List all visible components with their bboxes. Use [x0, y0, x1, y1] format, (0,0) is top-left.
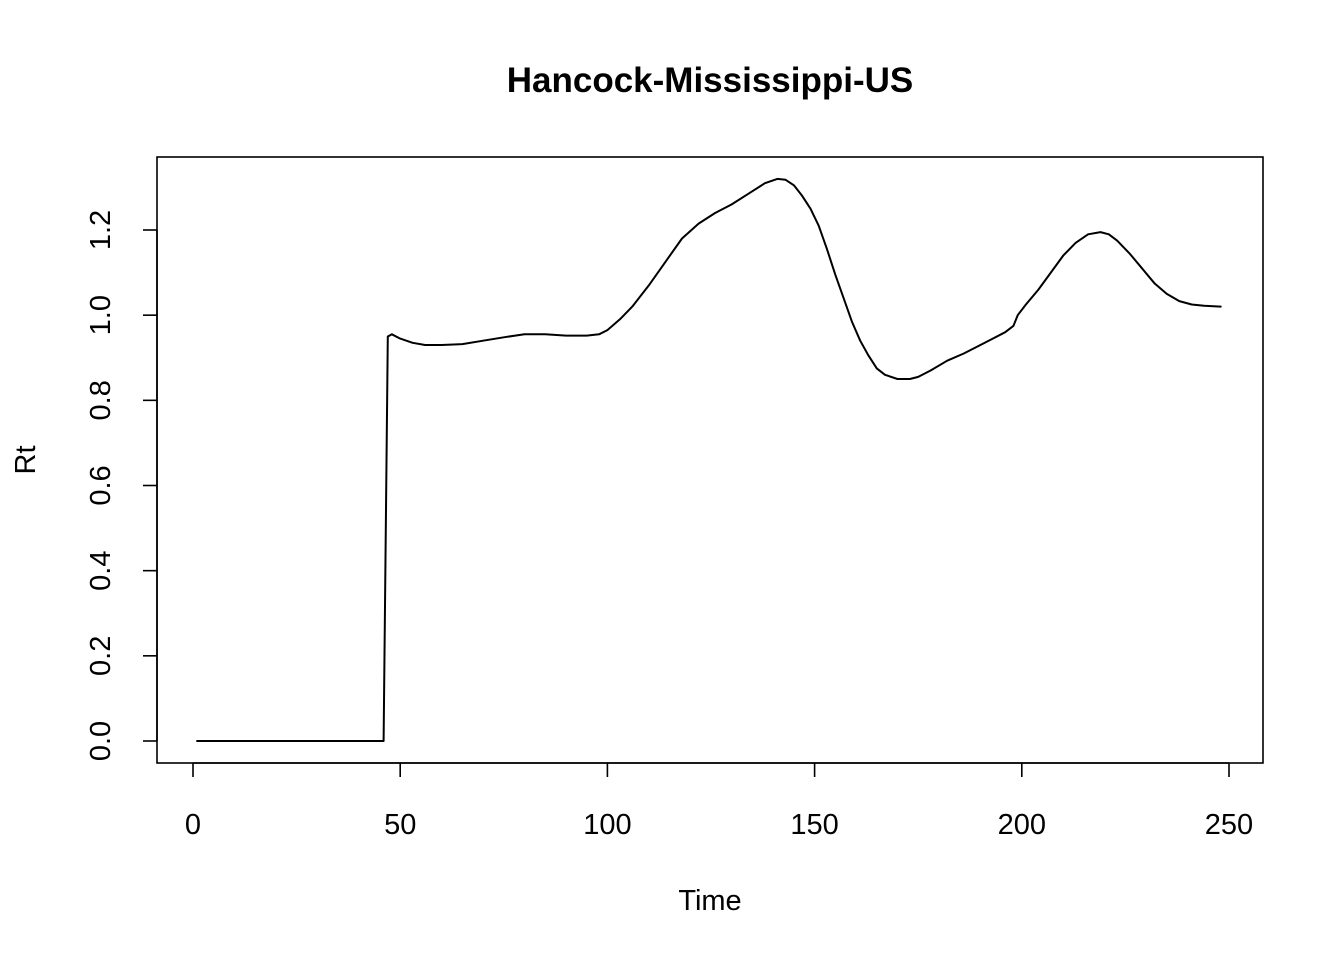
- series-line: [196, 177, 1222, 742]
- x-tick-label: 50: [384, 809, 416, 841]
- x-axis: 0 50 100 150 200 250: [185, 762, 1253, 841]
- x-tick-label: 250: [1205, 809, 1253, 841]
- y-tick-label: 0.6: [85, 465, 117, 505]
- plot-frame: [156, 156, 1264, 764]
- y-tick-label: 1.0: [85, 295, 117, 335]
- series-layer: [196, 177, 1222, 742]
- y-tick-label: 0.2: [85, 636, 117, 676]
- y-axis-label: Rt: [10, 446, 42, 475]
- chart-title: Hancock-Mississippi-US: [507, 61, 914, 100]
- y-tick-label: 0.8: [85, 380, 117, 420]
- x-tick-label: 0: [185, 809, 201, 841]
- x-tick-label: 100: [583, 809, 631, 841]
- y-tick-label: 1.2: [85, 210, 117, 250]
- y-tick-label: 0.4: [85, 551, 117, 591]
- x-tick-label: 150: [790, 809, 838, 841]
- x-tick-label: 200: [998, 809, 1046, 841]
- y-axis: 0.0 0.2 0.4 0.6 0.8 1.0 1.2: [85, 210, 158, 761]
- x-axis-label: Time: [678, 885, 741, 917]
- y-tick-label: 0.0: [85, 721, 117, 761]
